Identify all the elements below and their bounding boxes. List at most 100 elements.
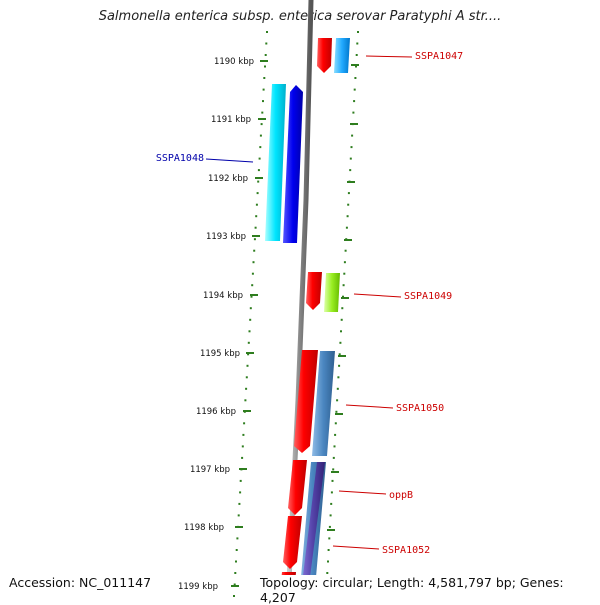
kbp-tick-1195: 1195 kbp: [200, 349, 254, 359]
track-dot: [338, 364, 341, 367]
kbp-tick-1196: 1196 kbp: [196, 407, 251, 417]
track-dot: [350, 146, 353, 149]
track-dot: [259, 134, 262, 137]
track-dot: [255, 215, 258, 218]
kbp-tick-1191: 1191 kbp: [211, 115, 266, 125]
svg-text:1192 kbp: 1192 kbp: [208, 174, 248, 184]
track-dot: [353, 100, 356, 103]
track-dot: [352, 111, 355, 114]
svg-text:1191 kbp: 1191 kbp: [211, 115, 251, 125]
track-dot: [351, 134, 354, 137]
gene-label-sspa1048[interactable]: SSPA1048: [156, 153, 254, 164]
track-dot: [337, 376, 340, 379]
track-dot: [233, 595, 235, 597]
gene-label-oppb[interactable]: oppB: [338, 490, 413, 501]
gene-light-blue-1[interactable]: [334, 38, 350, 73]
right-tick-marks: [323, 64, 359, 589]
track-dot: [331, 479, 334, 482]
gene-red-2[interactable]: [306, 272, 322, 310]
gene-label-sspa1047[interactable]: SSPA1047: [365, 51, 463, 62]
gene-red-4[interactable]: [288, 460, 307, 515]
track-dot: [333, 445, 336, 448]
track-dot: [260, 123, 263, 126]
track-dot: [340, 330, 342, 333]
svg-text:1194 kbp: 1194 kbp: [203, 291, 243, 301]
track-dot: [235, 560, 237, 563]
track-dot: [335, 410, 338, 413]
track-dot: [252, 261, 255, 264]
gene-red-3[interactable]: [294, 350, 318, 453]
track-dot: [235, 549, 238, 551]
track-dot: [346, 215, 349, 218]
map-title: Salmonella enterica subsp. enterica sero…: [98, 9, 502, 24]
svg-text:SSPA1049: SSPA1049: [404, 291, 452, 302]
gene-red-5[interactable]: [283, 516, 302, 569]
track-dot: [258, 157, 261, 160]
track-dot: [233, 583, 236, 586]
track-dot: [343, 261, 346, 264]
kbp-tick-1198: 1198 kbp: [184, 523, 243, 533]
gene-label-sspa1050[interactable]: SSPA1050: [345, 403, 444, 414]
track-dot: [345, 226, 348, 229]
track-dot: [239, 491, 242, 494]
track-dot: [249, 318, 252, 321]
track-dot: [234, 572, 237, 574]
gene-blue[interactable]: [283, 85, 303, 243]
svg-text:1196 kbp: 1196 kbp: [196, 407, 236, 417]
track-dot: [261, 111, 264, 114]
gene-lime-sspa1049[interactable]: [324, 273, 340, 312]
track-dot: [342, 295, 344, 298]
svg-text:1199 kbp: 1199 kbp: [178, 582, 218, 592]
track-dot: [247, 341, 250, 344]
track-dot: [339, 341, 342, 344]
track-dot: [328, 525, 331, 528]
track-dot: [334, 422, 337, 425]
track-dot: [330, 491, 333, 494]
gene-red-1[interactable]: [317, 38, 332, 73]
track-dot: [340, 318, 343, 321]
track-dot: [336, 399, 339, 402]
track-dot: [326, 572, 329, 574]
track-dot: [251, 284, 254, 287]
track-dot: [328, 537, 331, 540]
gene-label-sspa1052[interactable]: SSPA1052: [332, 545, 430, 556]
track-dot: [245, 376, 248, 379]
track-dot: [349, 169, 352, 172]
track-dot: [245, 387, 248, 390]
track-dot: [253, 249, 256, 252]
track-dot: [347, 203, 350, 206]
svg-text:oppB: oppB: [389, 490, 413, 501]
gene-cyan-sspa1048[interactable]: [265, 84, 286, 241]
track-dot: [355, 54, 358, 56]
track-dot: [354, 77, 357, 79]
gene-purple[interactable]: [300, 462, 325, 600]
track-dot: [264, 54, 267, 56]
track-dot: [241, 445, 244, 448]
svg-text:1198 kbp: 1198 kbp: [184, 523, 224, 533]
track-dot: [355, 65, 357, 68]
gene-steel-sspa1050[interactable]: [312, 351, 335, 456]
track-dot: [342, 284, 345, 287]
track-dot: [248, 330, 251, 333]
svg-text:SSPA1048: SSPA1048: [156, 153, 204, 164]
right-dotted-track: [325, 31, 359, 597]
track-dot: [353, 88, 356, 91]
track-dot: [341, 307, 344, 310]
track-dot: [264, 65, 266, 68]
gene-label-sspa1049[interactable]: SSPA1049: [353, 291, 452, 302]
svg-text:1195 kbp: 1195 kbp: [200, 349, 240, 359]
track-dot: [343, 272, 346, 275]
accession-text: Accession: NC_011147: [9, 575, 152, 590]
svg-text:1190 kbp: 1190 kbp: [214, 57, 254, 67]
track-dot: [237, 514, 240, 517]
track-dot: [330, 502, 333, 505]
track-dot: [344, 249, 347, 252]
track-dot: [336, 387, 339, 390]
track-dot: [257, 180, 260, 183]
kbp-tick-1193: 1193 kbp: [206, 232, 260, 242]
svg-text:1197 kbp: 1197 kbp: [190, 465, 230, 475]
svg-text:SSPA1047: SSPA1047: [415, 51, 463, 62]
track-dot: [250, 295, 253, 298]
track-dot: [347, 192, 350, 195]
track-dot: [262, 88, 265, 91]
